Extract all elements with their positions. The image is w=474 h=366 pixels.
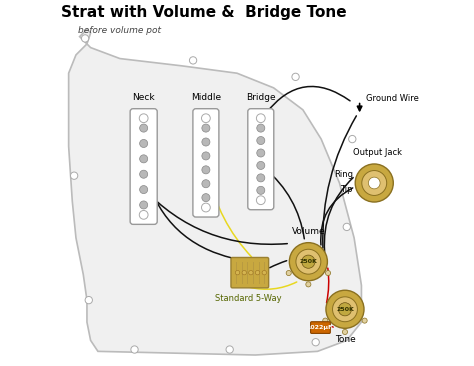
Circle shape (202, 124, 210, 132)
Circle shape (249, 270, 253, 275)
Circle shape (190, 57, 197, 64)
Text: Strat with Volume &  Bridge Tone: Strat with Volume & Bridge Tone (61, 5, 347, 20)
FancyBboxPatch shape (248, 109, 274, 210)
Polygon shape (69, 29, 362, 355)
Circle shape (139, 210, 148, 219)
Circle shape (201, 114, 210, 123)
Circle shape (292, 73, 299, 81)
Circle shape (226, 346, 233, 353)
Text: Neck: Neck (132, 93, 155, 102)
Circle shape (140, 170, 148, 178)
Circle shape (342, 329, 347, 335)
Circle shape (236, 270, 240, 275)
Circle shape (202, 166, 210, 174)
Circle shape (296, 249, 321, 274)
FancyBboxPatch shape (193, 109, 219, 217)
Circle shape (139, 114, 148, 123)
Circle shape (326, 270, 330, 276)
Circle shape (202, 194, 210, 202)
Circle shape (257, 124, 265, 132)
Circle shape (242, 270, 246, 275)
Text: Output Jack: Output Jack (354, 147, 402, 157)
Circle shape (85, 296, 92, 304)
Circle shape (202, 152, 210, 160)
Circle shape (343, 223, 350, 231)
Circle shape (312, 339, 319, 346)
Circle shape (362, 171, 387, 195)
Circle shape (140, 201, 148, 209)
Circle shape (257, 161, 265, 169)
Circle shape (338, 303, 352, 316)
Circle shape (140, 155, 148, 163)
Circle shape (131, 346, 138, 353)
Circle shape (256, 114, 265, 123)
Circle shape (82, 35, 89, 42)
Circle shape (286, 270, 292, 276)
Circle shape (257, 137, 265, 145)
Text: Ring: Ring (334, 171, 353, 179)
FancyBboxPatch shape (231, 258, 269, 288)
Circle shape (333, 297, 357, 322)
Circle shape (323, 318, 328, 323)
Circle shape (140, 124, 148, 132)
Text: 250K: 250K (336, 307, 354, 312)
Circle shape (202, 180, 210, 188)
Circle shape (289, 243, 328, 281)
Circle shape (355, 164, 393, 202)
Circle shape (262, 270, 266, 275)
Circle shape (257, 174, 265, 182)
Circle shape (140, 186, 148, 194)
FancyBboxPatch shape (310, 322, 330, 333)
Text: .022µF: .022µF (308, 325, 333, 330)
Circle shape (202, 138, 210, 146)
Text: Tone: Tone (335, 335, 356, 344)
Text: 250K: 250K (300, 259, 317, 264)
Circle shape (201, 203, 210, 212)
Text: Bridge: Bridge (246, 93, 275, 102)
Text: Volume: Volume (292, 227, 325, 236)
Circle shape (255, 270, 260, 275)
FancyBboxPatch shape (130, 109, 157, 224)
Circle shape (257, 149, 265, 157)
Circle shape (257, 186, 265, 194)
Circle shape (302, 255, 315, 268)
Text: Tip: Tip (340, 185, 353, 194)
Circle shape (71, 172, 78, 179)
Text: before volume pot: before volume pot (78, 26, 161, 36)
Text: Middle: Middle (191, 93, 221, 102)
Circle shape (306, 282, 311, 287)
Circle shape (140, 139, 148, 147)
Text: Ground Wire: Ground Wire (366, 94, 419, 103)
Text: Standard 5-Way: Standard 5-Way (215, 294, 281, 303)
Circle shape (368, 177, 380, 189)
Circle shape (349, 135, 356, 143)
Circle shape (326, 290, 364, 328)
Circle shape (256, 196, 265, 205)
Circle shape (362, 318, 367, 323)
